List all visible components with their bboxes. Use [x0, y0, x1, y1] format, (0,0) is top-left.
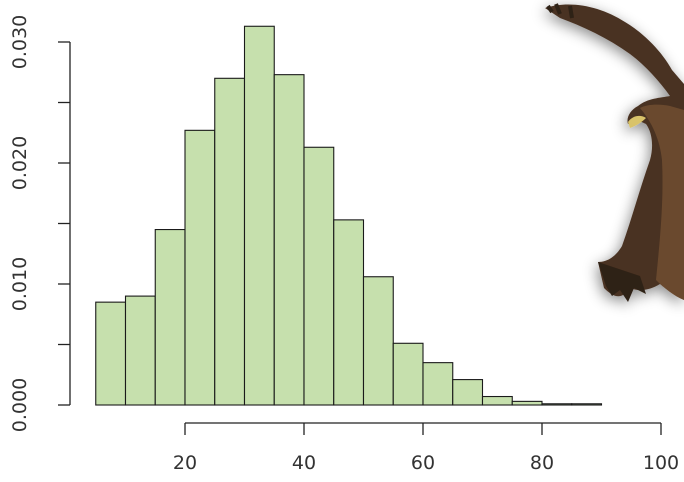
histogram-bar-0: [95, 301, 127, 406]
histogram-bar-5: [243, 25, 275, 406]
x-tick-label: 80: [530, 452, 554, 474]
x-axis: 20 40 60 80 100: [173, 422, 679, 474]
histogram-bar-2: [154, 229, 186, 406]
histogram-bar-8: [333, 219, 365, 406]
histogram-bar-7: [303, 146, 335, 406]
histogram-bar-1: [124, 295, 156, 406]
y-tick-label: 0.010: [9, 257, 31, 311]
y-tick-label: 0.030: [9, 15, 31, 69]
histogram-bar-12: [452, 379, 484, 406]
histogram-bar-3: [184, 129, 216, 406]
y-tick-label: 0.000: [9, 378, 31, 432]
eagle-image: [545, 3, 684, 302]
histogram-bar-16: [571, 403, 603, 406]
histogram-bar-11: [422, 362, 454, 406]
histogram-bar-4: [214, 77, 246, 406]
histogram-bar-9: [362, 276, 394, 406]
x-tick-label: 60: [411, 452, 435, 474]
x-tick-label: 40: [292, 452, 316, 474]
histogram-bars: [95, 25, 603, 406]
y-tick-label: 0.020: [9, 136, 31, 190]
histogram-bar-6: [273, 74, 305, 406]
histogram-bar-15: [541, 403, 573, 406]
histogram-bar-13: [481, 395, 513, 406]
y-axis: 0.000 0.010 0.020 0.030: [9, 15, 71, 432]
x-tick-label: 100: [643, 452, 679, 474]
histogram-bar-14: [511, 400, 543, 406]
x-tick-label: 20: [173, 452, 197, 474]
histogram-bar-10: [392, 342, 424, 406]
